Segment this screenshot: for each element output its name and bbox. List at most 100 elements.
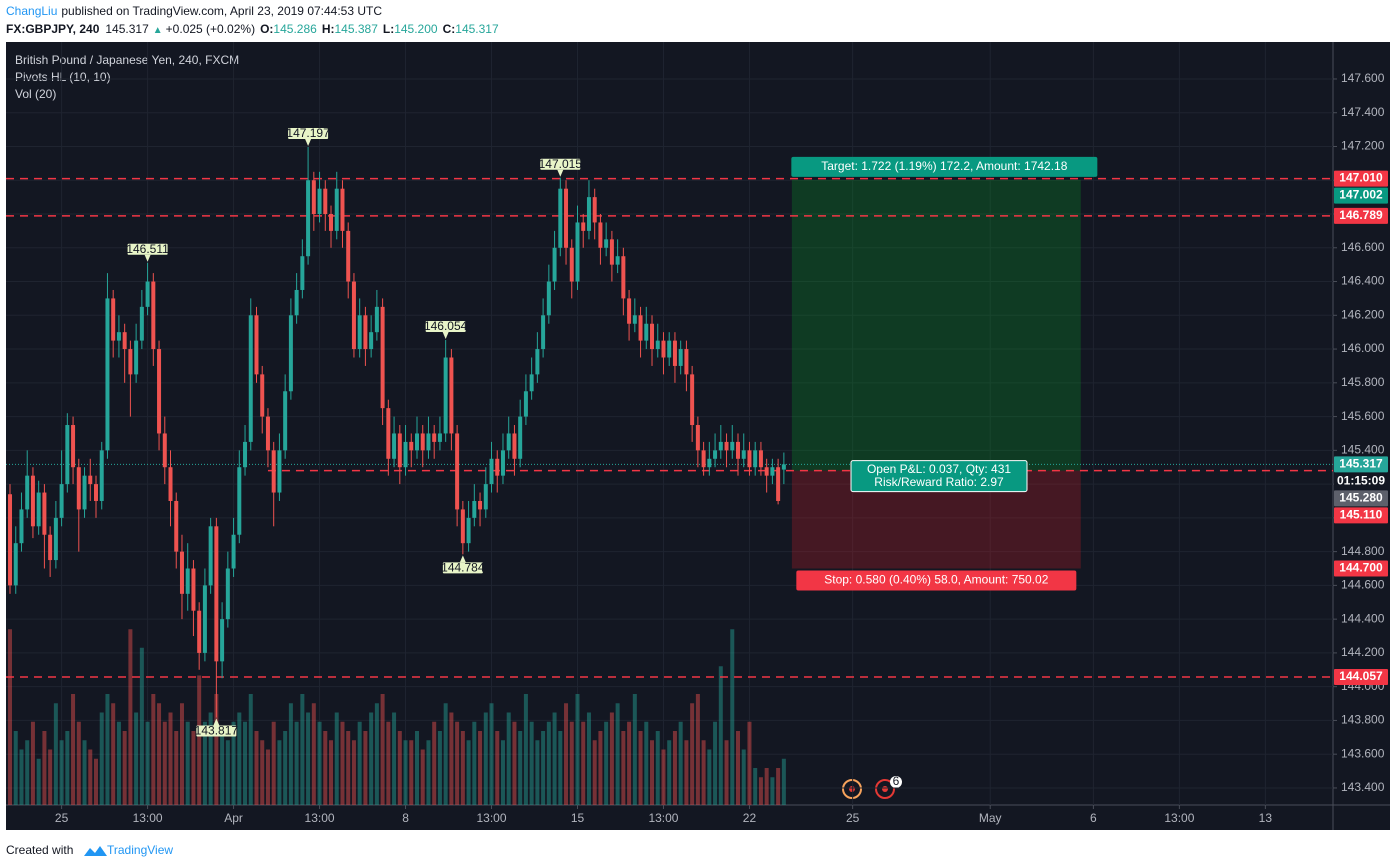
l: 145.200	[394, 22, 438, 36]
volume-bar	[42, 731, 47, 805]
volume-bar	[449, 712, 454, 805]
volume-bar	[627, 721, 632, 805]
volume-bar	[311, 703, 316, 805]
volume-bar	[667, 740, 672, 805]
candle-body	[581, 222, 586, 231]
volume-bar	[403, 740, 408, 805]
candle-body	[735, 441, 740, 459]
volume-bar	[443, 703, 448, 805]
candle-body	[116, 332, 121, 341]
footer-created: Created with	[6, 843, 73, 857]
candle-body	[753, 450, 758, 468]
footer-brand[interactable]: TradingView	[107, 843, 173, 857]
volume-bar	[283, 731, 288, 805]
candle-body	[455, 433, 460, 510]
event-icon[interactable]	[875, 779, 895, 799]
x-tick-label: 13:00	[1164, 811, 1194, 825]
candle-body	[82, 475, 87, 510]
candle-body	[500, 450, 505, 476]
volume-bar	[99, 712, 104, 805]
candle-body	[248, 315, 253, 442]
candle-body	[684, 349, 689, 375]
candle-body	[162, 433, 167, 468]
volume-bar	[122, 731, 127, 805]
price-tag-label: 01:15:09	[1337, 474, 1385, 488]
candle-body	[546, 281, 551, 316]
candle-body	[558, 188, 563, 248]
l-label: L:	[383, 22, 394, 36]
candle-body	[346, 230, 351, 282]
candle-body	[695, 425, 700, 451]
volume-bar	[386, 721, 391, 805]
candle-body	[208, 526, 213, 586]
candle-body	[403, 441, 408, 468]
y-tick-label: 143.400	[1341, 780, 1385, 794]
y-tick-label: 146.400	[1341, 274, 1385, 288]
event-badge	[890, 776, 902, 788]
candle-body	[495, 458, 500, 476]
volume-bar	[19, 749, 24, 805]
pivot-pointer	[442, 331, 449, 339]
volume-bar	[346, 731, 351, 805]
volume-bar	[231, 721, 236, 805]
o: 145.286	[273, 22, 317, 36]
footer-logo	[84, 846, 107, 856]
candle-body	[667, 340, 672, 358]
volume-bar	[426, 740, 431, 805]
candle-body	[197, 610, 202, 653]
candle-body	[713, 450, 718, 459]
candle-body	[627, 298, 632, 324]
candle-body	[552, 247, 557, 282]
volume-bar	[638, 731, 643, 805]
price-tag	[1334, 473, 1388, 490]
volume-bar	[53, 703, 58, 805]
legend-pivots: Pivots HL (10, 10)	[15, 70, 111, 84]
author[interactable]: ChangLiu	[6, 4, 57, 18]
volume-bar	[747, 721, 752, 805]
volume-bar	[541, 731, 546, 805]
candle-body	[460, 509, 465, 544]
volume-bar	[701, 740, 706, 805]
candle-body	[420, 433, 425, 451]
volume-bar	[179, 703, 184, 805]
candle-body	[741, 450, 746, 459]
candle-body	[690, 374, 695, 426]
candle-body	[386, 408, 391, 459]
candle-body	[632, 315, 637, 324]
candle-body	[88, 475, 93, 485]
change: +0.025 (+0.02%)	[166, 22, 255, 36]
price-tag	[1334, 507, 1388, 524]
candle-body	[317, 188, 322, 215]
candle-body	[644, 323, 649, 341]
volume-bar	[730, 629, 735, 805]
volume-bar	[770, 777, 775, 805]
x-tick-label: 13:00	[305, 811, 335, 825]
volume-bar	[174, 731, 179, 805]
volume-bar	[455, 721, 460, 805]
price-tag-label: 144.057	[1339, 669, 1383, 683]
candle-body	[134, 340, 139, 375]
candle-body	[529, 374, 534, 392]
event-icon[interactable]	[842, 779, 862, 799]
last: 145.317	[105, 22, 149, 36]
candle-body	[621, 256, 626, 299]
candle-body	[535, 349, 540, 375]
rr-label: Risk/Reward Ratio: 2.97	[874, 475, 1004, 489]
candle-body	[151, 281, 156, 350]
candle-body	[283, 391, 288, 451]
candle-body	[300, 256, 305, 290]
pivot-box	[288, 127, 329, 139]
x-tick-label: May	[979, 811, 1002, 825]
volume-bar	[397, 731, 402, 805]
pivot-box	[540, 158, 581, 170]
volume-bar	[59, 740, 64, 805]
pivot-label: 146.511	[126, 242, 169, 256]
volume-bar	[237, 712, 242, 805]
volume-bar	[615, 703, 620, 805]
volume-bar	[437, 731, 442, 805]
volume-bar	[374, 703, 379, 805]
volume-bar	[472, 721, 477, 805]
x-tick-label: 15	[571, 811, 585, 825]
candle-body	[615, 256, 620, 265]
volume-bar	[776, 768, 781, 805]
